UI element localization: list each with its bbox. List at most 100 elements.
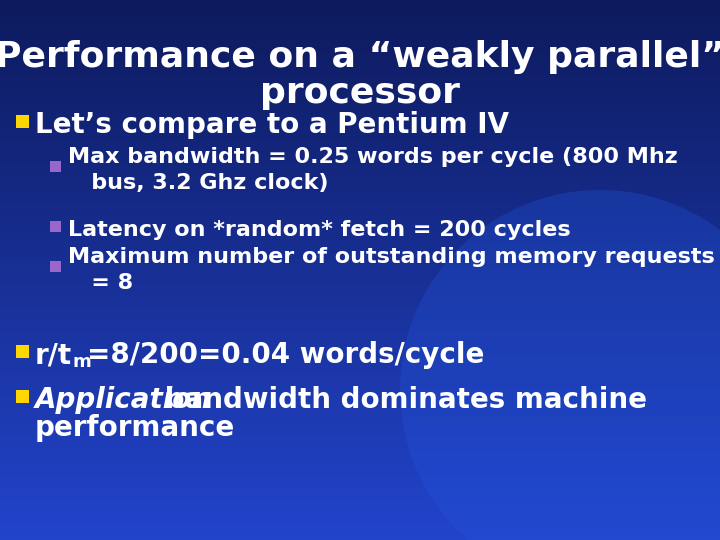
Bar (0, 343, 720, 346)
Bar (0, 57, 720, 59)
Bar (0, 292, 720, 294)
Bar (0, 486, 720, 489)
Bar (0, 259, 720, 262)
Bar (0, 378, 720, 381)
Bar (0, 151, 720, 154)
Bar (0, 389, 720, 392)
Bar (0, 354, 720, 356)
Bar (0, 448, 720, 451)
Bar (0, 73, 720, 76)
Bar (0, 437, 720, 440)
Bar (0, 122, 720, 124)
Bar (0, 416, 720, 418)
Bar (0, 273, 720, 275)
Bar (0, 78, 720, 81)
Bar (0, 192, 720, 194)
Bar (0, 464, 720, 467)
Bar (0, 157, 720, 159)
Bar (0, 84, 720, 86)
Bar (0, 219, 720, 221)
Bar (0, 348, 720, 351)
Bar (0, 502, 720, 505)
Bar (0, 467, 720, 470)
Bar (0, 11, 720, 14)
Bar (0, 251, 720, 254)
Bar (0, 308, 720, 310)
Bar (0, 459, 720, 462)
Text: Performance on a “weakly parallel”: Performance on a “weakly parallel” (0, 40, 720, 74)
Bar (0, 429, 720, 432)
Bar (0, 483, 720, 486)
Bar (0, 516, 720, 518)
Bar (0, 397, 720, 400)
Bar (0, 100, 720, 103)
Bar (50, 220, 60, 232)
Bar (0, 105, 720, 108)
Bar (0, 81, 720, 84)
Bar (0, 208, 720, 211)
Bar (0, 370, 720, 373)
Bar (0, 489, 720, 491)
Bar (0, 316, 720, 319)
Bar (0, 238, 720, 240)
Bar (0, 130, 720, 132)
Bar (0, 159, 720, 162)
Ellipse shape (400, 190, 720, 540)
Bar (0, 475, 720, 478)
Bar (0, 97, 720, 100)
Bar (0, 181, 720, 184)
Bar (0, 202, 720, 205)
Bar (0, 443, 720, 445)
Bar (16, 114, 29, 127)
Bar (0, 35, 720, 38)
Bar (0, 22, 720, 24)
Bar (0, 43, 720, 46)
Bar (0, 394, 720, 397)
Bar (0, 176, 720, 178)
Bar (0, 62, 720, 65)
Bar (0, 135, 720, 138)
Bar (0, 310, 720, 313)
Bar (0, 154, 720, 157)
Bar (0, 494, 720, 497)
Bar (0, 127, 720, 130)
Bar (0, 275, 720, 278)
Bar (0, 68, 720, 70)
Bar (0, 521, 720, 524)
Bar (0, 94, 720, 97)
Bar (0, 472, 720, 475)
Bar (0, 324, 720, 327)
Text: Max bandwidth = 0.25 words per cycle (800 Mhz
   bus, 3.2 Ghz clock): Max bandwidth = 0.25 words per cycle (80… (68, 147, 678, 193)
Bar (0, 491, 720, 494)
Bar (0, 170, 720, 173)
Bar (0, 481, 720, 483)
Bar (0, 402, 720, 405)
Bar (0, 54, 720, 57)
Bar (0, 518, 720, 521)
Bar (0, 265, 720, 267)
Bar (0, 186, 720, 189)
Bar (0, 178, 720, 181)
Bar (0, 535, 720, 537)
Bar (0, 524, 720, 526)
Bar (0, 470, 720, 472)
Bar (0, 119, 720, 122)
Bar (0, 103, 720, 105)
Bar (0, 278, 720, 281)
Bar (0, 59, 720, 62)
Bar (0, 424, 720, 427)
Bar (0, 351, 720, 354)
Bar (0, 248, 720, 251)
Bar (50, 260, 60, 272)
Text: Latency on *random* fetch = 200 cycles: Latency on *random* fetch = 200 cycles (68, 220, 571, 240)
Bar (0, 165, 720, 167)
Bar (0, 432, 720, 435)
Bar (0, 14, 720, 16)
Bar (0, 267, 720, 270)
Text: bandwidth dominates machine: bandwidth dominates machine (155, 386, 647, 414)
Bar (0, 497, 720, 500)
Bar (0, 197, 720, 200)
Bar (0, 305, 720, 308)
Bar (0, 435, 720, 437)
Bar (0, 381, 720, 383)
